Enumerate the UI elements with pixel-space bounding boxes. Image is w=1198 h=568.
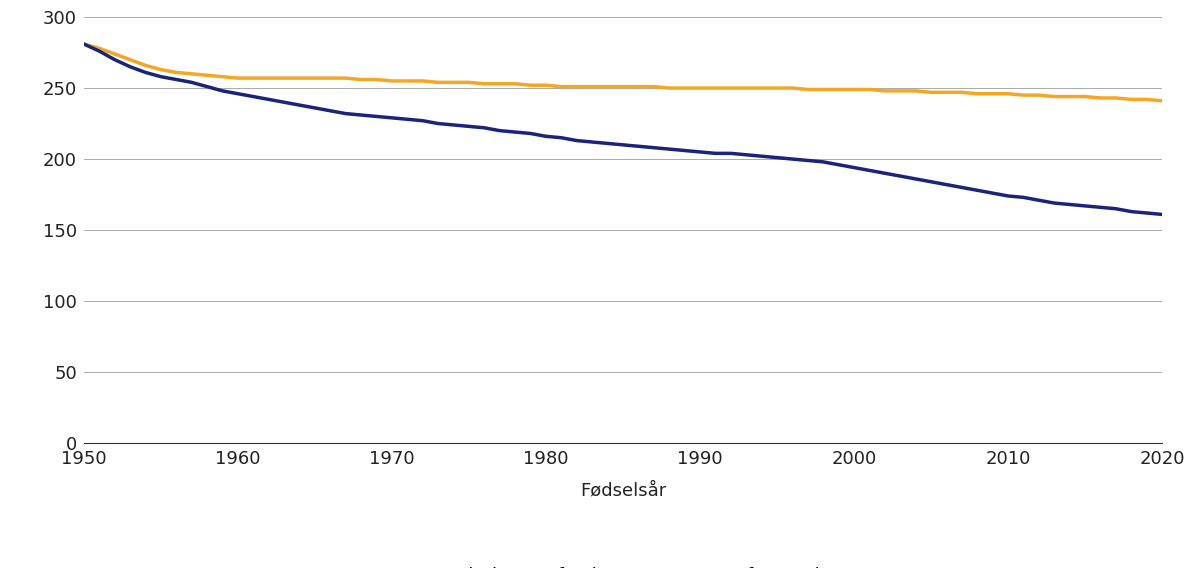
Regjeringens forslag xyxy=(108,51,122,57)
Line: Regjeringens forslag: Regjeringens forslag xyxy=(84,44,1162,101)
Legend: Regjeringens forslag, Referansebanen: Regjeringens forslag, Referansebanen xyxy=(368,558,878,568)
Referansebanen xyxy=(600,140,615,147)
Referansebanen xyxy=(108,56,122,63)
Referansebanen xyxy=(385,114,399,121)
Referansebanen xyxy=(1094,204,1108,211)
Line: Referansebanen: Referansebanen xyxy=(84,44,1162,214)
Referansebanen xyxy=(724,150,738,157)
Regjeringens forslag xyxy=(77,40,91,47)
Regjeringens forslag xyxy=(600,83,615,90)
Referansebanen xyxy=(1155,211,1169,218)
Regjeringens forslag xyxy=(1094,94,1108,101)
Regjeringens forslag xyxy=(477,80,491,87)
X-axis label: Fødselsår: Fødselsår xyxy=(580,482,666,500)
Regjeringens forslag xyxy=(1155,97,1169,104)
Regjeringens forslag xyxy=(724,85,738,91)
Regjeringens forslag xyxy=(385,77,399,84)
Referansebanen xyxy=(477,124,491,131)
Referansebanen xyxy=(77,40,91,47)
